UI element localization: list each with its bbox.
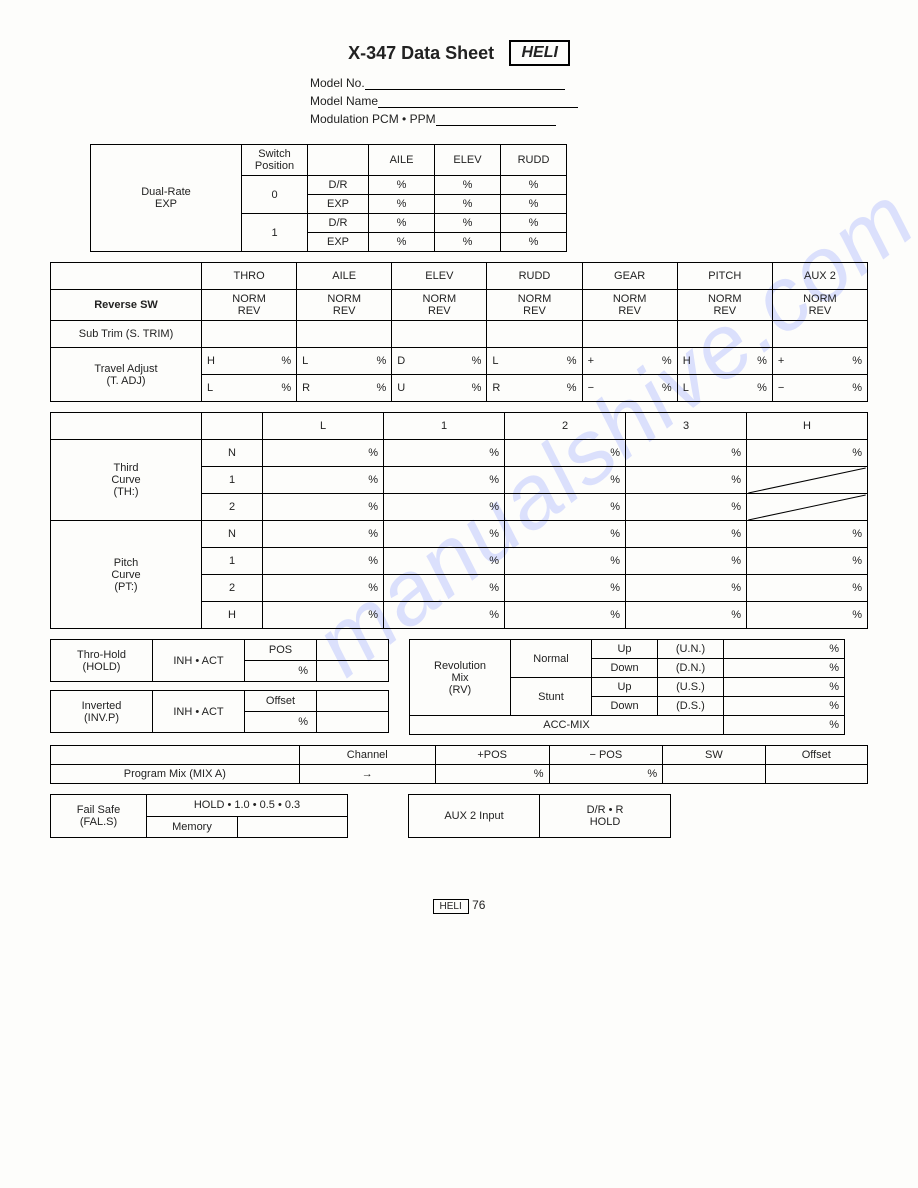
program-mix-table: Channel +POS − POS SW Offset Program Mix… [50, 745, 868, 784]
revmix-label: Revolution Mix (RV) [410, 640, 511, 716]
sw-0: 0 [242, 176, 308, 214]
pitch-curve-label: Pitch Curve (PT:) [51, 521, 202, 629]
aux2-label: AUX 2 Input [409, 795, 540, 838]
revmix-table: Revolution Mix (RV) Normal Up (U.N.) % D… [409, 639, 845, 735]
arrow-icon: → [299, 765, 435, 784]
dr-label: D/R [308, 176, 369, 195]
page-header: X-347 Data Sheet HELI [50, 40, 868, 66]
thro-hold-label: Thro-Hold (HOLD) [51, 640, 153, 682]
model-info: Model No. Model Name Modulation PCM • PP… [310, 76, 868, 126]
sw-1: 1 [242, 214, 308, 252]
dual-rate-label: Dual-Rate EXP [91, 145, 242, 252]
stunt-label: Stunt [511, 678, 592, 716]
switch-pos-label: Switch Position [242, 145, 308, 176]
normal-label: Normal [511, 640, 592, 678]
inverted-label: Inverted (INV.P) [51, 691, 153, 733]
modulation-field[interactable] [436, 113, 556, 126]
dual-rate-table: Dual-Rate EXP Switch Position AILE ELEV … [90, 144, 567, 252]
col-elev: ELEV [435, 145, 501, 176]
title: X-347 Data Sheet [348, 43, 494, 64]
col-aile: AILE [369, 145, 435, 176]
inh-act: INH • ACT [153, 640, 245, 682]
exp-label: EXP [308, 195, 369, 214]
modulation-label: Modulation PCM • PPM [310, 112, 436, 126]
third-curve-label: Third Curve (TH:) [51, 440, 202, 521]
model-no-label: Model No. [310, 76, 365, 90]
model-name-field[interactable] [378, 95, 578, 108]
travel-adj-label: Travel Adjust (T. ADJ) [51, 348, 202, 402]
model-no-field[interactable] [365, 77, 565, 90]
failsafe-label: Fail Safe (FAL.S) [51, 795, 147, 838]
model-name-label: Model Name [310, 94, 378, 108]
accmix-label: ACC-MIX [410, 716, 724, 735]
reverse-table: THRO AILE ELEV RUDD GEAR PITCH AUX 2 Rev… [50, 262, 868, 402]
reverse-sw-label: Reverse SW [51, 290, 202, 321]
mode-badge: HELI [509, 40, 569, 66]
page-footer: HELI 76 [50, 898, 868, 912]
subtrim-label: Sub Trim (S. TRIM) [51, 321, 202, 348]
aux2-table: AUX 2 Input D/R • R HOLD [408, 794, 671, 838]
program-mix-label: Program Mix (MIX A) [51, 765, 300, 784]
curves-table: L 1 2 3 H Third Curve (TH:) N %%%%% 1 %%… [50, 412, 868, 629]
failsafe-table: Fail Safe (FAL.S) HOLD • 1.0 • 0.5 • 0.3… [50, 794, 348, 838]
inverted-table: Inverted (INV.P) INH • ACT Offset % [50, 690, 389, 733]
thro-hold-table: Thro-Hold (HOLD) INH • ACT POS % [50, 639, 389, 682]
col-rudd: RUDD [501, 145, 567, 176]
